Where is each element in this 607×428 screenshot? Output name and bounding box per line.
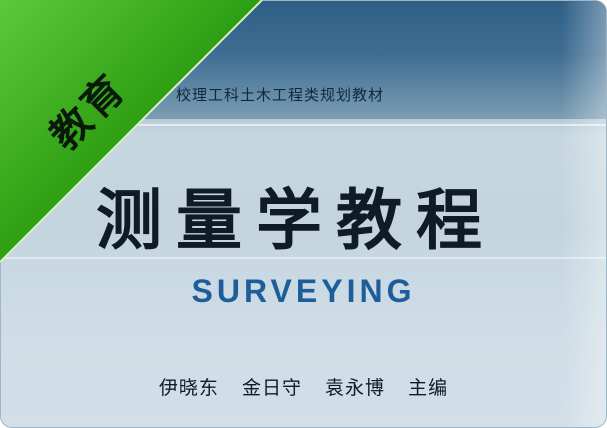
author-name: 袁永博 bbox=[325, 377, 386, 399]
book-subtitle: SURVEYING bbox=[191, 273, 416, 309]
author-list: 伊晓东 金日守 袁永博 主编 bbox=[1, 373, 606, 400]
divider-line bbox=[1, 124, 606, 126]
book-title: 测量学教程 bbox=[96, 182, 496, 259]
author-name: 金日守 bbox=[241, 377, 302, 399]
gloss-highlight bbox=[561, 1, 606, 427]
category-ribbon bbox=[0, 0, 263, 263]
author-name: 伊晓东 bbox=[158, 377, 219, 399]
series-name: 校理工科土木工程类规划教材 bbox=[176, 86, 385, 104]
ribbon-edge bbox=[0, 0, 263, 263]
editor-role: 主编 bbox=[408, 377, 449, 399]
divider-line bbox=[1, 257, 606, 259]
